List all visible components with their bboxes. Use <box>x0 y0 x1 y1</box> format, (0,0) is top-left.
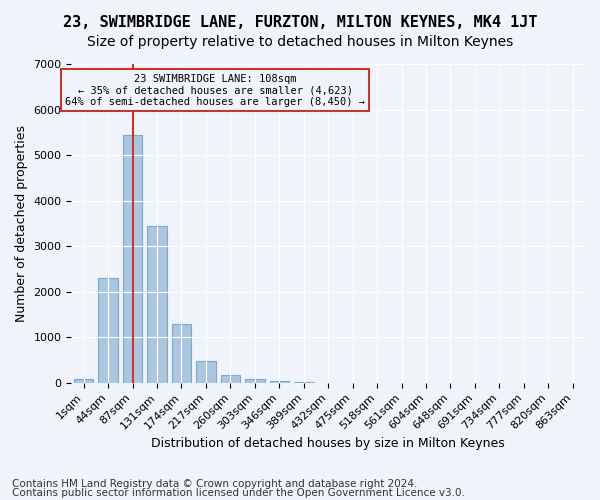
Bar <box>221 375 240 382</box>
Bar <box>74 379 94 382</box>
Bar <box>123 134 142 382</box>
Text: Size of property relative to detached houses in Milton Keynes: Size of property relative to detached ho… <box>87 35 513 49</box>
Bar <box>172 324 191 382</box>
Y-axis label: Number of detached properties: Number of detached properties <box>15 125 28 322</box>
Bar <box>196 361 215 382</box>
Bar <box>147 226 167 382</box>
Text: Contains HM Land Registry data © Crown copyright and database right 2024.: Contains HM Land Registry data © Crown c… <box>12 479 418 489</box>
X-axis label: Distribution of detached houses by size in Milton Keynes: Distribution of detached houses by size … <box>151 437 505 450</box>
Text: 23, SWIMBRIDGE LANE, FURZTON, MILTON KEYNES, MK4 1JT: 23, SWIMBRIDGE LANE, FURZTON, MILTON KEY… <box>63 15 537 30</box>
Text: 23 SWIMBRIDGE LANE: 108sqm
← 35% of detached houses are smaller (4,623)
64% of s: 23 SWIMBRIDGE LANE: 108sqm ← 35% of deta… <box>65 74 365 107</box>
Bar <box>245 379 265 382</box>
Bar <box>98 278 118 382</box>
Text: Contains public sector information licensed under the Open Government Licence v3: Contains public sector information licen… <box>12 488 465 498</box>
